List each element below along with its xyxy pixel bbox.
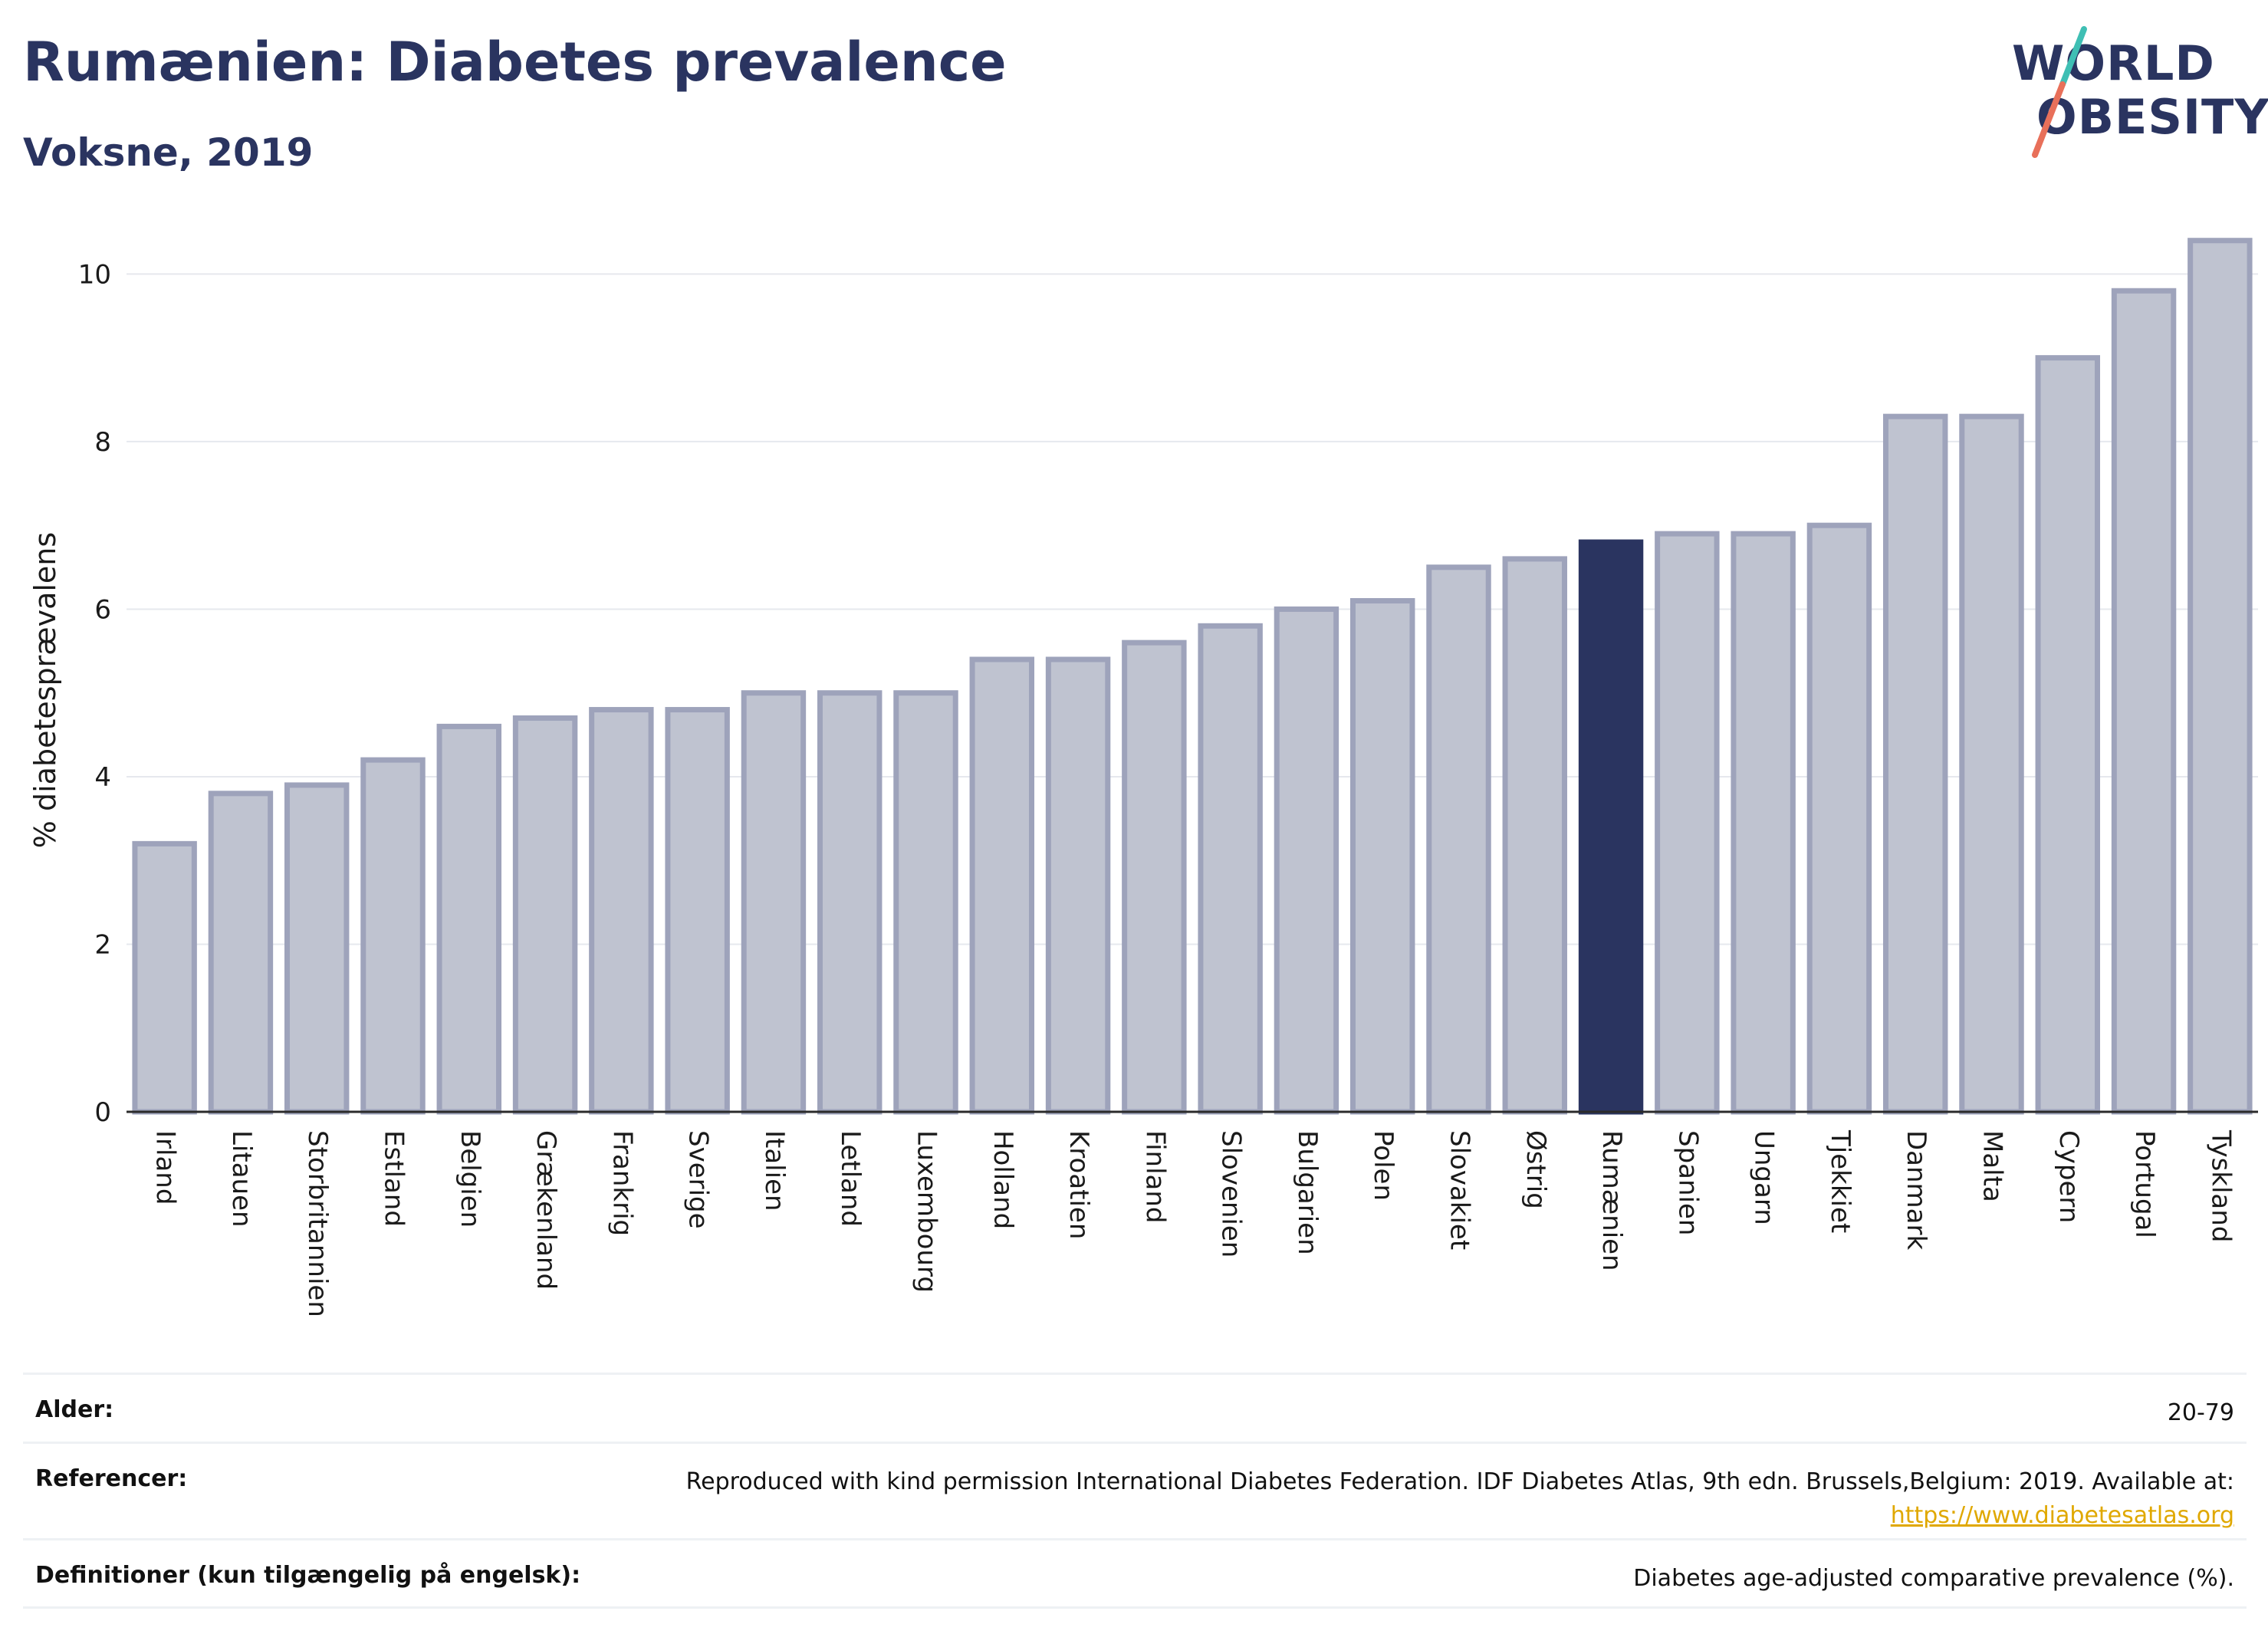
bar-litauen (208, 791, 274, 1115)
x-tick-label: Tyskland (2205, 1129, 2236, 1242)
y-tick-label: 10 (78, 259, 111, 290)
x-tick-label: Polen (1368, 1130, 1399, 1201)
bar-letland (817, 690, 883, 1115)
x-tick-label: Østrig (1520, 1130, 1551, 1209)
x-tick-label: Ungarn (1749, 1130, 1780, 1225)
chart-subtitle: Voksne, 2019 (23, 130, 314, 175)
bar-bulgarien (1274, 606, 1339, 1115)
bars (132, 238, 2253, 1115)
x-tick-label: Bulgarien (1292, 1130, 1323, 1255)
bar-ungarn (1731, 531, 1796, 1115)
bar-sverige (665, 707, 730, 1115)
info-row-age: Alder: 20-79 (23, 1373, 2247, 1442)
y-axis-label: % diabetesprævalens (28, 532, 62, 848)
bar-tjekkiet (1806, 522, 1872, 1115)
x-tick-label: Cypern (2053, 1130, 2084, 1223)
x-tick-label: Letland (835, 1130, 866, 1227)
bar-cypern (2035, 355, 2101, 1115)
definitions-value: Diabetes age-adjusted comparative preval… (1633, 1565, 2234, 1592)
x-tick-label: Luxembourg (912, 1130, 942, 1293)
bar-luxembourg (893, 690, 958, 1115)
x-tick-label: Rumænien (1596, 1130, 1627, 1271)
bar-kroatien (1045, 656, 1111, 1115)
x-tick-label: Italien (759, 1130, 790, 1212)
diabetesatlas-link[interactable]: https://www.diabetesatlas.org (1890, 1502, 2234, 1529)
x-tick-label: Grækenland (531, 1130, 561, 1290)
x-tick-label: Sverige (683, 1130, 714, 1229)
bar-italien (741, 690, 807, 1115)
x-tick-label: Belgien (455, 1130, 485, 1228)
x-tick-label: Finland (1139, 1130, 1170, 1224)
x-tick-label: Kroatien (1063, 1130, 1094, 1239)
bar-irland (132, 840, 197, 1115)
bar-grækenland (512, 715, 578, 1115)
bar-finland (1122, 639, 1187, 1115)
x-tick-label: Estland (379, 1130, 409, 1227)
x-tick-label: Frankrig (606, 1130, 637, 1236)
bar-danmark (1882, 413, 1948, 1115)
chart-title: Rumænien: Diabetes prevalence (23, 31, 1007, 94)
bar-chart: 0 2 4 6 8 10 Irland Litauen Storbritannien Estla… (28, 238, 2258, 1317)
bar-slovenien (1198, 623, 1263, 1115)
bar-estland (360, 757, 426, 1115)
bar-polen (1349, 598, 1415, 1115)
x-tick-label: Storbritannien (302, 1130, 333, 1317)
y-tick-label: 6 (94, 594, 111, 625)
world-obesity-logo: WORLD OBESITY (2001, 23, 2268, 161)
logo-line-world: WORLD (2012, 35, 2215, 91)
age-label: Alder: (35, 1396, 114, 1423)
x-tick-label: Slovenien (1216, 1130, 1247, 1258)
x-tick-label: Spanien (1672, 1130, 1703, 1235)
bar-portugal (2111, 288, 2177, 1115)
info-row-definitions: Definitioner (kun tilgængelig på engelsk… (23, 1538, 2247, 1609)
x-tick-label: Portugal (2129, 1130, 2160, 1238)
bar-storbritannien (284, 782, 350, 1115)
x-tick-label: Holland (988, 1130, 1018, 1229)
x-tick-label: Irland (150, 1130, 181, 1205)
bar-frankrig (589, 707, 654, 1115)
x-axis-labels: Irland Litauen Storbritannien Estland Belgie… (150, 1129, 2237, 1317)
x-tick-label: Danmark (1901, 1130, 1931, 1250)
bar-rumænien (1578, 539, 1644, 1115)
references-value: Reproduced with kind permission Internat… (686, 1465, 2234, 1533)
y-tick-label: 2 (94, 929, 111, 960)
bar-spanien (1655, 531, 1720, 1115)
bar-slovakiet (1426, 564, 1491, 1115)
y-tick-label: 8 (94, 427, 111, 458)
references-label: Referencer: (35, 1465, 188, 1492)
info-table: Alder: 20-79 Referencer: Reproduced with… (23, 1373, 2247, 1609)
y-tick-label: 4 (94, 762, 111, 793)
y-axis-ticks: 0 2 4 6 8 10 (78, 259, 111, 1128)
x-tick-label: Malta (1977, 1130, 2008, 1202)
x-tick-label: Tjekkiet (1825, 1129, 1855, 1233)
x-tick-label: Litauen (226, 1130, 257, 1228)
logo-line-obesity: OBESITY (2036, 89, 2268, 145)
info-row-references: Referencer: Reproduced with kind permiss… (23, 1442, 2247, 1538)
bar-østrig (1502, 556, 1568, 1115)
x-tick-label: Slovakiet (1445, 1130, 1475, 1250)
y-tick-label: 0 (94, 1097, 111, 1128)
references-text: Reproduced with kind permission Internat… (685, 1468, 2234, 1495)
definitions-label: Definitioner (kun tilgængelig på engelsk… (35, 1562, 581, 1589)
bar-holland (969, 656, 1035, 1115)
bar-malta (1959, 413, 2024, 1115)
logo-slash-icon (2032, 26, 2087, 158)
bar-tyskland (2187, 238, 2253, 1115)
bar-belgien (436, 723, 502, 1115)
age-value: 20-79 (2167, 1399, 2234, 1426)
